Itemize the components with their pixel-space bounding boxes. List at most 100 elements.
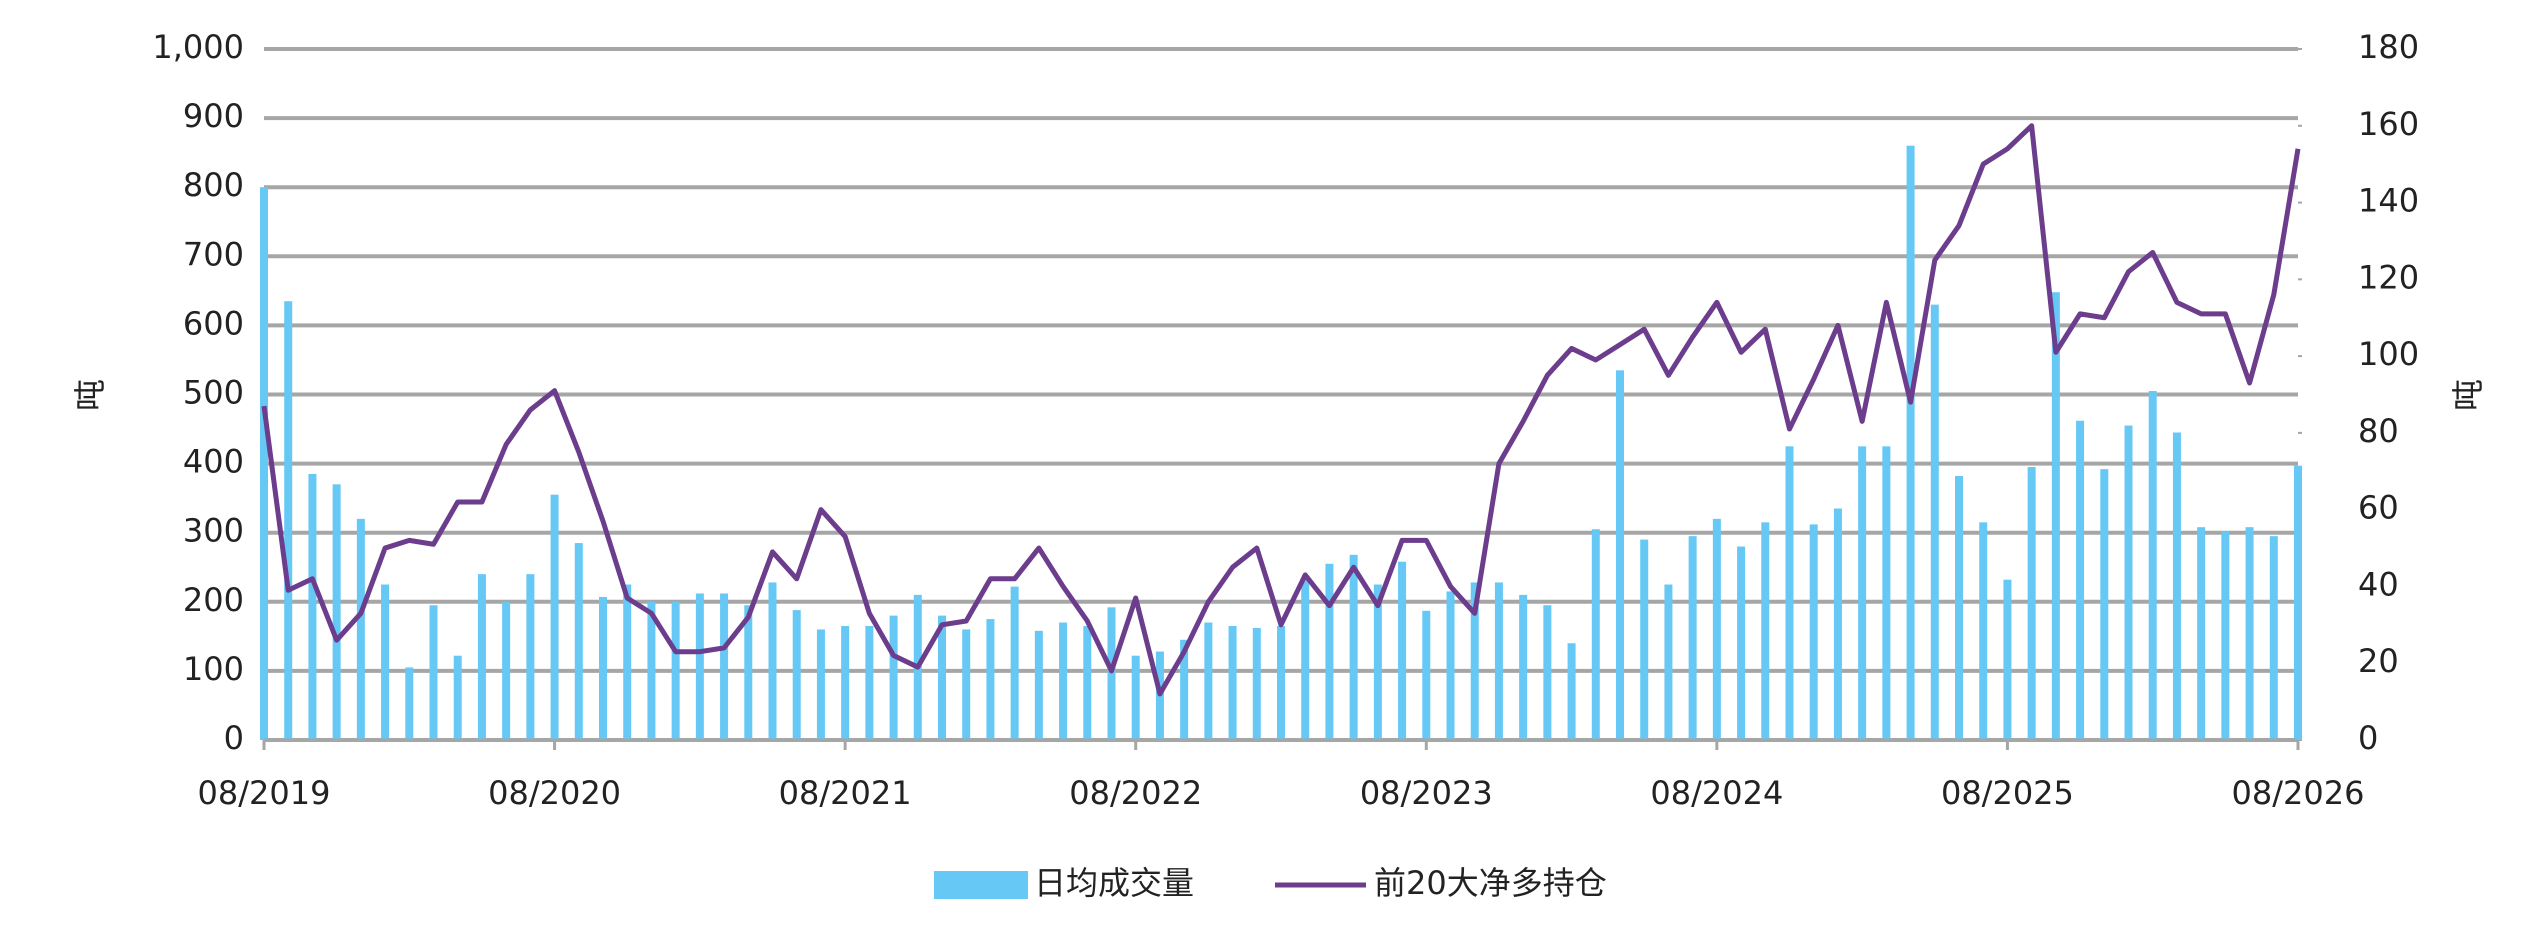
bar	[1131, 655, 1140, 740]
x-tick-label: 08/2022	[1069, 774, 1202, 812]
bar	[671, 601, 680, 740]
bar	[1785, 446, 1794, 740]
bar	[1470, 582, 1479, 740]
bar	[429, 605, 438, 740]
bar	[2027, 467, 2036, 740]
bar	[1494, 582, 1503, 740]
bar	[1398, 561, 1407, 740]
bar	[1277, 625, 1285, 740]
bar	[550, 494, 559, 740]
bar	[2197, 527, 2206, 740]
bar	[1616, 370, 1624, 740]
bar	[1301, 577, 1310, 740]
bar	[841, 625, 850, 740]
bar	[1809, 524, 1818, 740]
bar	[1591, 529, 1600, 740]
bar	[1761, 522, 1770, 740]
bar	[1349, 554, 1358, 740]
bar	[356, 518, 365, 740]
y-tick-label: 900	[183, 97, 244, 135]
x-tick-label: 08/2020	[488, 774, 621, 812]
y2-tick-label: 160	[2358, 105, 2419, 143]
bar	[623, 584, 632, 740]
line	[261, 123, 2301, 697]
bar	[260, 187, 268, 740]
bar	[2172, 432, 2181, 740]
bar	[381, 584, 390, 740]
x-tick-label: 08/2023	[1360, 774, 1493, 812]
y-tick-label: 400	[183, 443, 244, 481]
y2-tick-label: 140	[2358, 182, 2419, 220]
bar	[1180, 639, 1189, 740]
bar	[1833, 508, 1842, 740]
bar	[405, 667, 414, 740]
bar	[695, 593, 704, 740]
bar	[744, 605, 753, 740]
bar	[599, 596, 607, 740]
y2-tick-label: 120	[2358, 258, 2419, 296]
bar	[1955, 476, 1963, 740]
x-tick-label: 08/2019	[198, 774, 331, 812]
bar	[2148, 391, 2157, 740]
bar	[1422, 610, 1431, 740]
bar	[1979, 522, 1988, 740]
y-tick-label: 1,000	[152, 28, 244, 66]
bar	[1325, 563, 1334, 740]
bar	[768, 582, 777, 740]
bar	[2003, 579, 2012, 740]
bar	[2269, 536, 2278, 740]
bar	[574, 543, 583, 740]
bar	[2100, 469, 2109, 740]
bar	[2124, 425, 2133, 740]
bar	[1204, 622, 1213, 740]
bar	[1519, 594, 1528, 740]
bar	[502, 601, 511, 740]
bar	[1059, 622, 1068, 740]
y-tick-label: 200	[183, 581, 244, 619]
y2-tick-label: 0	[2358, 719, 2378, 757]
legend-label: 前20大净多持仓	[1374, 864, 1607, 902]
y-tick-label: 0	[224, 719, 244, 757]
bar	[1010, 586, 1019, 740]
bar	[1446, 591, 1455, 740]
bar	[1664, 584, 1673, 740]
bar	[889, 615, 898, 740]
legend-swatch	[934, 871, 1028, 899]
bar	[1930, 304, 1939, 740]
bar	[2294, 465, 2302, 740]
bar	[647, 601, 656, 740]
bar	[1107, 607, 1116, 740]
bar	[453, 655, 462, 740]
y2-tick-label: 40	[2358, 565, 2399, 603]
bar	[816, 629, 825, 740]
bar	[2076, 420, 2085, 740]
bar	[2245, 527, 2254, 740]
x-tick-label: 08/2021	[779, 774, 912, 812]
bar	[986, 619, 995, 740]
bar	[1543, 605, 1552, 740]
bar	[1906, 145, 1915, 741]
bar	[332, 484, 341, 740]
x-tick-label: 08/2025	[1941, 774, 2074, 812]
bar	[1228, 625, 1237, 740]
bar	[1858, 446, 1867, 740]
x-tick-label: 08/2026	[2232, 774, 2365, 812]
bar	[1034, 630, 1043, 740]
bar	[1688, 536, 1697, 740]
y2-tick-label: 60	[2358, 489, 2399, 527]
bar	[1567, 643, 1576, 740]
y-tick-label: 800	[183, 166, 244, 204]
y-axis-label: 吨	[71, 379, 109, 411]
bar	[477, 574, 486, 740]
bar	[1373, 584, 1382, 740]
y2-tick-label: 180	[2358, 28, 2419, 66]
bar	[526, 574, 535, 740]
legend-label: 日均成交量	[1034, 864, 1194, 902]
bar	[1712, 518, 1721, 740]
y-tick-label: 300	[183, 512, 244, 550]
bar	[308, 473, 317, 740]
bar	[1882, 446, 1891, 740]
y2-tick-label: 20	[2358, 642, 2399, 680]
bar	[284, 301, 293, 740]
